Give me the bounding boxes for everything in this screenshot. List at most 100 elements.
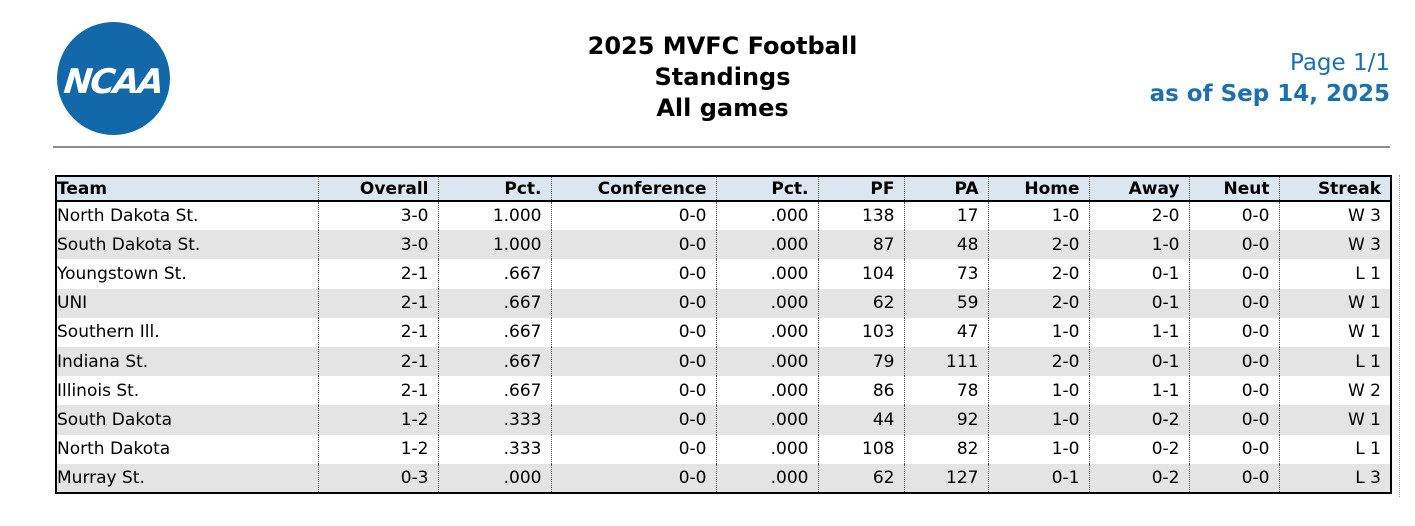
table-row: Illinois St. 2-1.667 0-0.000 86 78 1-0 1-1 0-0 W… (56, 376, 1391, 406)
table-cell: 73 (904, 259, 989, 289)
table-cell: .000 (716, 201, 819, 231)
table-cell: 127 (904, 463, 989, 493)
team-cell: UNI (56, 288, 319, 318)
table-cell: 0-0 (551, 405, 717, 435)
report-title-line-1: 2025 MVFC Football (587, 32, 858, 60)
table-row: Murray St. 0-3.000 0-0.000 62 127 0-1 0-2 0-0 L … (56, 463, 1391, 493)
table-cell: 0-1 (988, 463, 1090, 493)
table-cell: 79 (818, 346, 905, 377)
table-cell: 0-1 (1089, 288, 1190, 318)
table-row: North Dakota 1-2.333 0-0.000 108 82 1-0 0-2 0-0… (56, 434, 1391, 464)
page-info: Page 1/1 as of Sep 14, 2025 (1150, 48, 1390, 110)
table-cell: 1.000 (438, 201, 552, 231)
table-cell: 0-0 (551, 434, 717, 464)
table-cell: 1-0 (988, 317, 1090, 347)
table-cell: 0-0 (551, 230, 717, 260)
table-cell: .000 (716, 259, 819, 289)
table-cell: .333 (438, 405, 552, 435)
table-cell: .667 (438, 376, 552, 406)
table-cell: 2-0 (1089, 201, 1190, 231)
table-cell: .667 (438, 317, 552, 347)
table-cell: .000 (438, 463, 552, 493)
table-cell: .000 (716, 405, 819, 435)
col-header-neut: Neut (1189, 176, 1280, 202)
table-cell: 62 (818, 463, 905, 493)
table-cell: 1-1 (1089, 376, 1190, 406)
table-cell: 87 (818, 230, 905, 260)
table-cell: 1.000 (438, 230, 552, 260)
standings-table: Team Overall Pct. Conference Pct. PF PA Home Awa… (55, 175, 1392, 494)
table-cell: 0-0 (1189, 201, 1280, 231)
table-cell: 108 (818, 434, 905, 464)
table-cell: 1-0 (988, 434, 1090, 464)
table-cell: 0-2 (1089, 405, 1190, 435)
table-cell: .000 (716, 317, 819, 347)
table-row: Indiana St. 2-1.667 0-0.000 79 111 2-0 0-1 0-0 L… (56, 346, 1391, 377)
table-cell: 0-1 (1089, 346, 1190, 377)
table-row: Southern Ill. 2-1.667 0-0.000 103 47 1-0 1-1 0-… (56, 317, 1391, 347)
table-cell: 1-0 (988, 201, 1090, 231)
table-cell: 1-2 (318, 405, 439, 435)
table-cell: L 1 (1355, 439, 1381, 460)
table-cell: L 1 (1355, 351, 1381, 372)
table-cell: 48 (904, 230, 989, 260)
table-cell: 111 (904, 346, 989, 377)
team-cell: Southern Ill. (56, 317, 319, 347)
table-cell: .000 (716, 376, 819, 406)
team-cell: South Dakota St. (56, 230, 319, 260)
table-cell: 3-0 (318, 201, 439, 231)
col-header-away: Away (1089, 176, 1190, 202)
table-cell: 0-0 (551, 288, 717, 318)
table-header-row: Team Overall Pct. Conference Pct. PF PA Home Awa… (56, 176, 1391, 202)
table-cell: W 1 (1347, 409, 1381, 430)
table-cell: 138 (818, 201, 905, 231)
table-cell: .000 (716, 230, 819, 260)
table-cell: 0-0 (551, 317, 717, 347)
table-cell: 1-2 (318, 434, 439, 464)
table-cell: 1-0 (1089, 230, 1190, 260)
table-row: UNI 2-1.667 0-0.000 62 59 2-0 0-1 0-0 W 1 (56, 288, 1391, 318)
col-header-team: Team (56, 176, 319, 202)
table-cell: 0-2 (1089, 463, 1190, 493)
table-cell: .000 (716, 346, 819, 377)
table-cell: 0-0 (1189, 405, 1280, 435)
table-cell: 0-0 (551, 259, 717, 289)
table-row: South Dakota St. 3-0 1.000 0-0.000 87 48 2-0 1-… (56, 230, 1391, 260)
table-cell: 2-1 (318, 259, 439, 289)
table-cell: 104 (818, 259, 905, 289)
table-cell: 2-1 (318, 376, 439, 406)
table-cell: 1-0 (988, 405, 1090, 435)
report-title-line-3: All games (656, 94, 789, 122)
table-cell: .000 (716, 463, 819, 493)
table-cell: 0-0 (551, 346, 717, 377)
table-cell: .667 (438, 346, 552, 377)
table-row: Youngstown St. 2-1.667 0-0.000 104 73 2-0 0-1 0… (56, 259, 1391, 289)
table-cell: 2-0 (988, 259, 1090, 289)
table-cell: 17 (904, 201, 989, 231)
col-header-overall: Overall (318, 176, 439, 202)
table-cell: 0-0 (1189, 259, 1280, 289)
table-cell: 0-0 (551, 376, 717, 406)
table-cell: 0-3 (318, 463, 439, 493)
table-cell: W 1 (1347, 322, 1381, 343)
col-header-home: Home (988, 176, 1090, 202)
table-cell: 3-0 (318, 230, 439, 260)
col-header-conference: Conference (551, 176, 717, 202)
table-cell: L 3 (1355, 467, 1381, 488)
team-cell: Youngstown St. (56, 259, 319, 289)
table-cell: .667 (438, 259, 552, 289)
table-row: South Dakota 1-2.333 0-0.000 44 92 1-0 0-2 0-0 W… (56, 405, 1391, 435)
table-cell: 82 (904, 434, 989, 464)
table-cell: .667 (438, 288, 552, 318)
col-header-pf: PF (818, 176, 905, 202)
table-cell: 1-1 (1089, 317, 1190, 347)
table-cell: 0-0 (1189, 230, 1280, 260)
team-cell: Murray St. (56, 463, 319, 493)
table-cell: L 1 (1355, 263, 1381, 284)
table-cell: 86 (818, 376, 905, 406)
header-divider-rule (53, 146, 1390, 148)
table-row: North Dakota St. 3-0 1.000 0-0 .000 138 17 1-0 2… (56, 201, 1391, 231)
team-cell: Indiana St. (56, 346, 319, 377)
table-cell: 2-0 (988, 230, 1090, 260)
team-cell: North Dakota St. (56, 201, 319, 231)
